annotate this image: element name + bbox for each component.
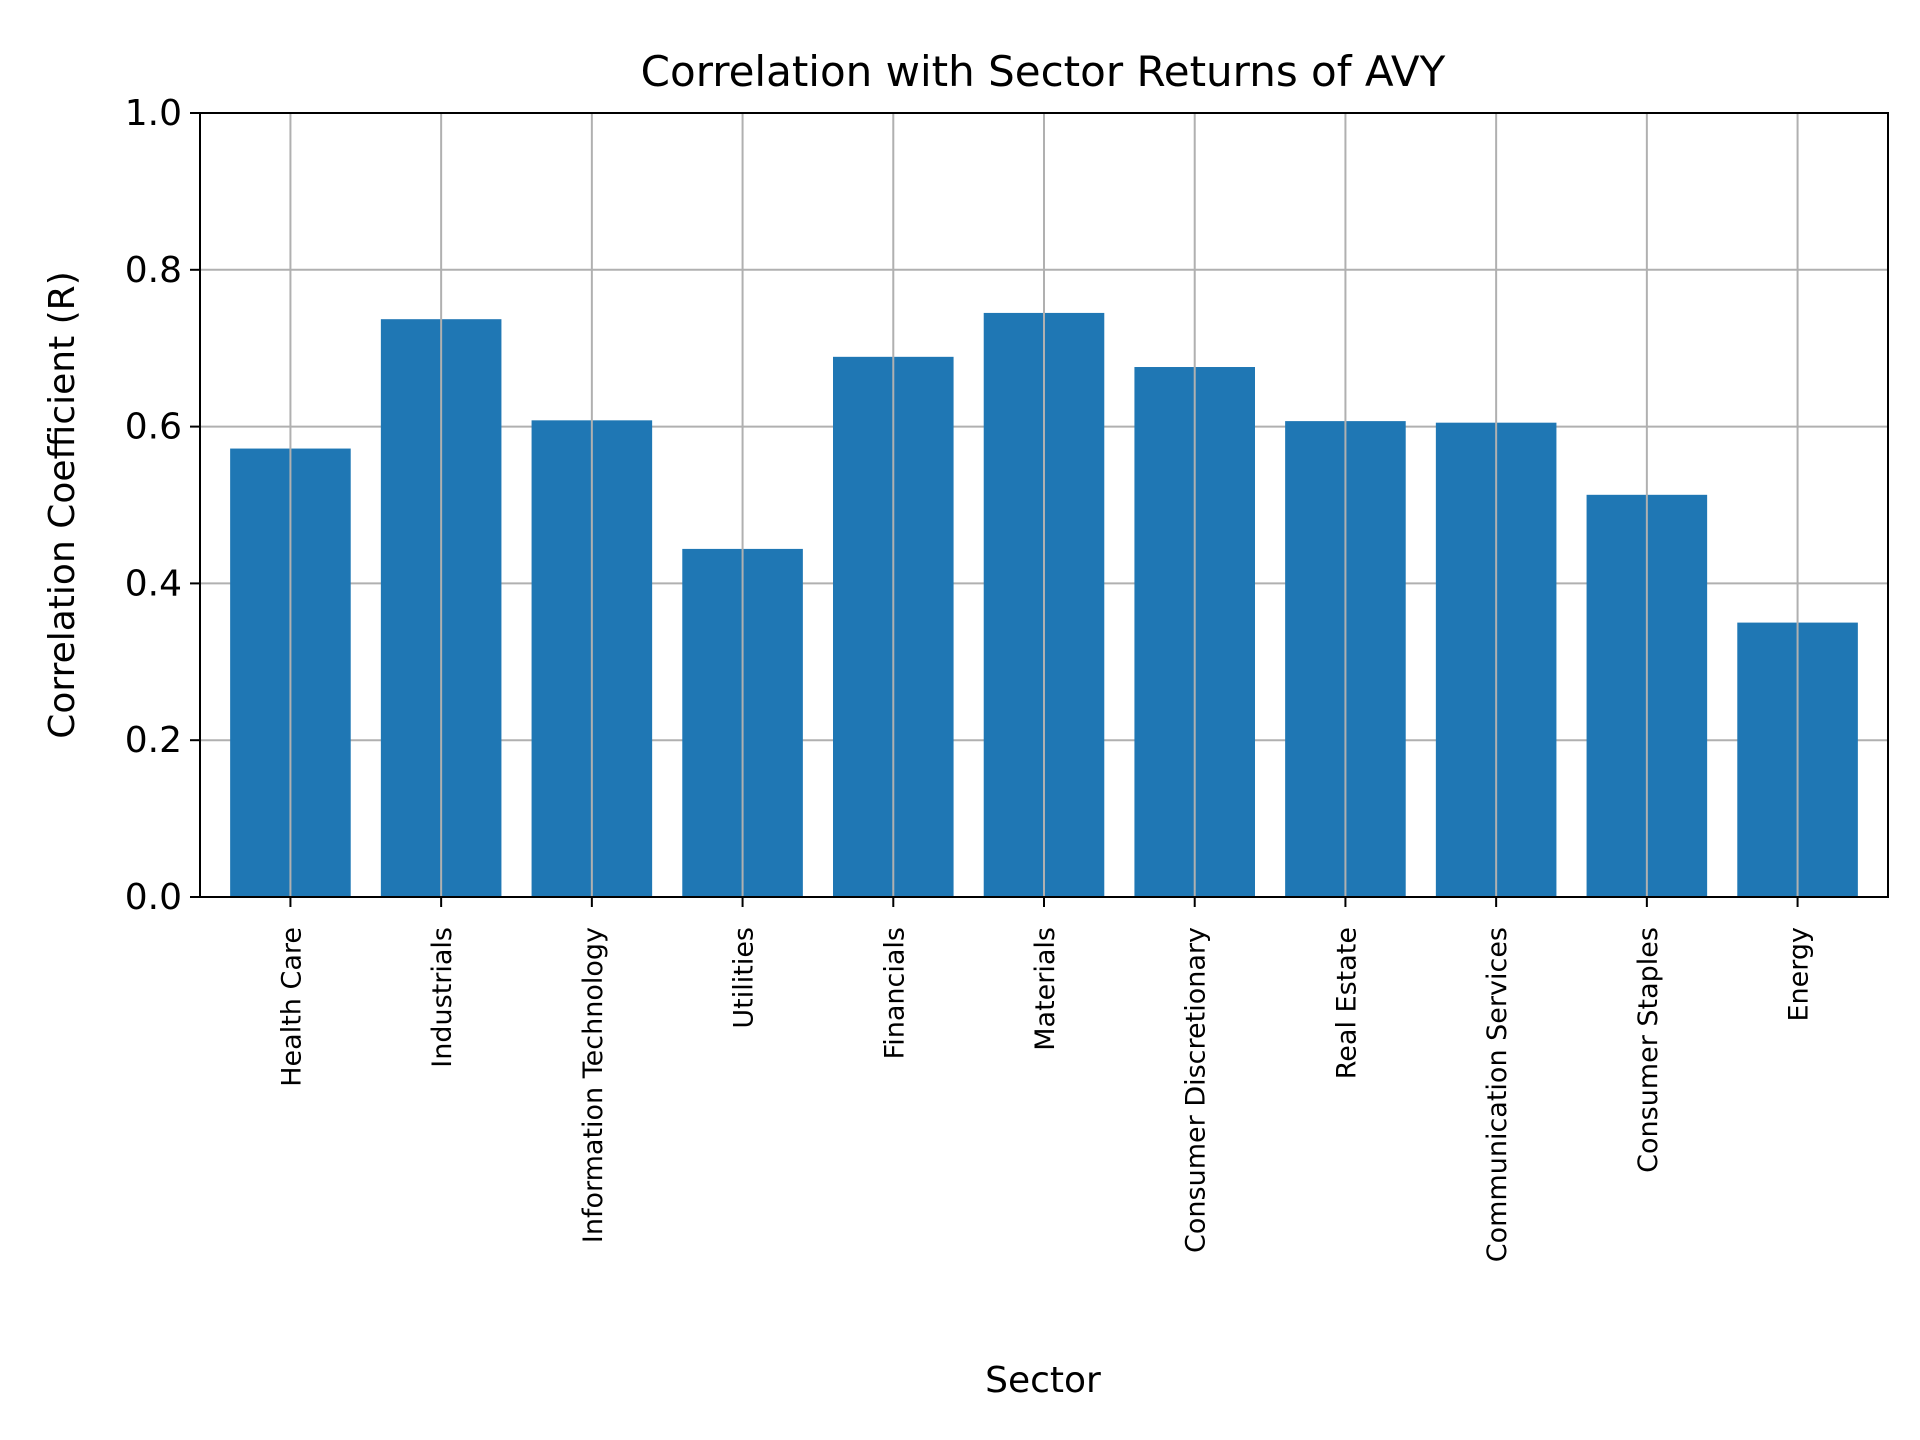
x-tick-label: Consumer Staples	[1633, 927, 1664, 1173]
vertical-grid-lines	[289, 113, 1799, 897]
y-axis-label: Correlation Coefficient (R)	[42, 271, 83, 739]
x-axis-ticks: Health Care Industrials Information Techno…	[276, 897, 1815, 1262]
y-tick-label: 0.0	[125, 877, 182, 918]
x-tick-label: Industrials	[427, 927, 458, 1068]
y-tick-label: 0.2	[125, 720, 182, 761]
y-tick-label: 0.8	[125, 250, 182, 291]
y-axis-ticks: 0.0 0.2 0.4 0.6 0.8 1.0	[125, 93, 200, 918]
x-tick-label: Consumer Discretionary	[1181, 927, 1212, 1253]
x-tick-label: Materials	[1030, 927, 1061, 1051]
y-tick-label: 0.6	[125, 407, 182, 448]
chart-title: Correlation with Sector Returns of AVY	[641, 47, 1446, 96]
x-tick-label: Communication Services	[1482, 927, 1513, 1262]
x-tick-label: Information Technology	[578, 927, 609, 1243]
x-axis-label: Sector	[985, 1360, 1101, 1401]
y-tick-label: 1.0	[125, 93, 182, 134]
x-tick-label: Energy	[1784, 927, 1815, 1022]
x-tick-label: Financials	[879, 927, 910, 1059]
x-tick-label: Health Care	[276, 927, 307, 1087]
x-tick-label: Utilities	[729, 927, 760, 1029]
y-tick-label: 0.4	[125, 563, 182, 604]
x-tick-label: Real Estate	[1331, 927, 1362, 1079]
